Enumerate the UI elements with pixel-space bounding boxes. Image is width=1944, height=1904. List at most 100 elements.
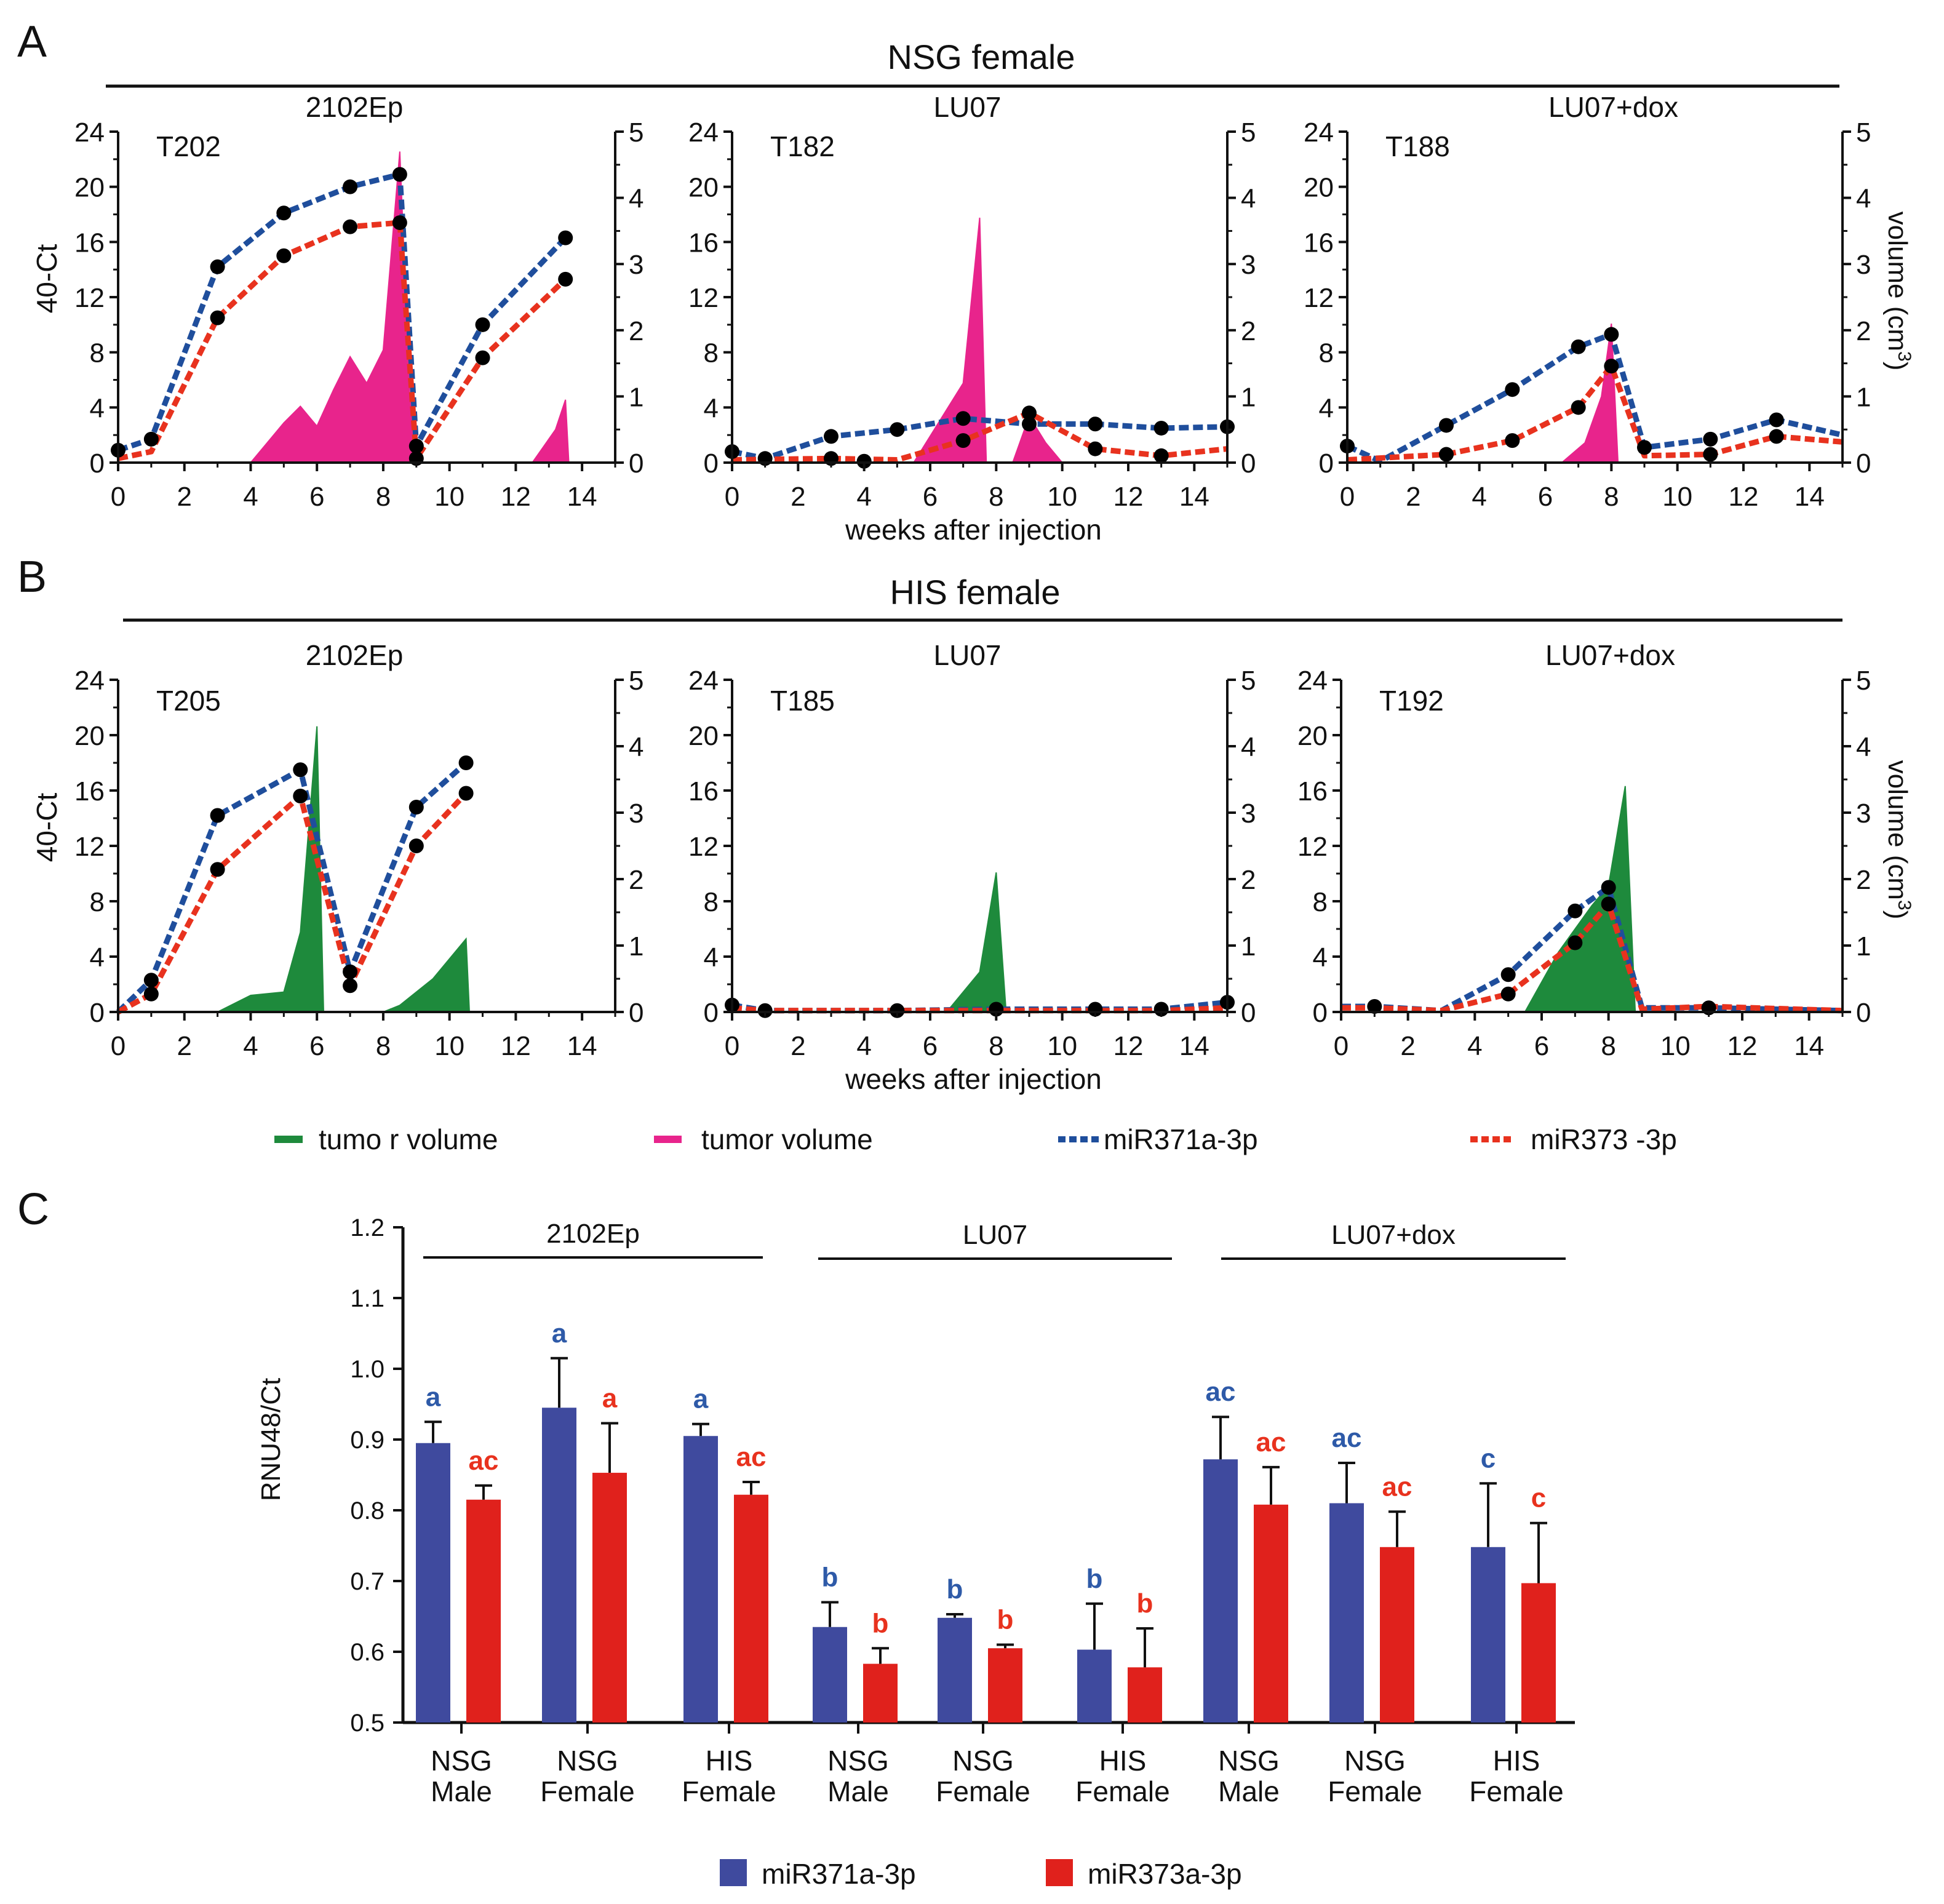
bar-mir373 — [988, 1648, 1022, 1723]
significance-letter: ac — [469, 1446, 499, 1476]
data-point-mir371 — [408, 439, 424, 454]
bar-mir373 — [1254, 1504, 1288, 1723]
data-point-mir373 — [1769, 429, 1784, 444]
x-tick-label: 6 — [1534, 1031, 1549, 1061]
data-point-mir371 — [1604, 327, 1619, 342]
right-tick-label: 5 — [1856, 118, 1871, 148]
c-y-tick-label: 1.1 — [350, 1285, 384, 1312]
c-category-label-line2: Female — [1075, 1775, 1169, 1807]
section-title-a: NSG female — [888, 38, 1075, 76]
c-y-tick-label: 0.7 — [350, 1568, 384, 1595]
data-point-mir373 — [1568, 935, 1583, 950]
right-tick-label: 5 — [1856, 666, 1871, 696]
panel-label-b: B — [17, 552, 47, 602]
x-tick-label: 6 — [309, 1031, 324, 1061]
left-tick-label: 0 — [1319, 448, 1334, 479]
bar-mir371 — [1203, 1459, 1238, 1723]
data-point-mir371 — [955, 411, 971, 426]
significance-letter: ac — [1332, 1423, 1362, 1453]
left-tick-label: 4 — [1313, 942, 1328, 973]
x-tick-label: 14 — [567, 482, 597, 512]
data-point-mir373 — [1088, 441, 1103, 456]
right-tick-label: 1 — [1856, 931, 1871, 962]
c-category-label-line1: NSG — [557, 1745, 618, 1777]
right-tick-label: 0 — [629, 998, 643, 1028]
chart-title: LU07 — [934, 91, 1002, 123]
x-tick-label: 4 — [1467, 1031, 1482, 1061]
x-tick-label: 0 — [1340, 482, 1355, 512]
data-point-mir371 — [293, 762, 308, 778]
right-tick-label: 3 — [629, 799, 643, 829]
c-group-label: 2102Ep — [546, 1219, 640, 1249]
data-point-mir371 — [1088, 416, 1103, 432]
right-axis-label: volume (cm3) — [1882, 760, 1914, 920]
c-category-label-line1: HIS — [1099, 1745, 1147, 1777]
significance-letter: ac — [1256, 1427, 1286, 1457]
c-category-label-line1: HIS — [1493, 1745, 1540, 1777]
tumor-volume-area — [1347, 323, 1842, 463]
left-tick-label: 16 — [1304, 228, 1334, 258]
left-tick-label: 16 — [688, 776, 719, 807]
x-tick-label: 6 — [923, 1031, 938, 1061]
sample-label: T188 — [1385, 130, 1450, 162]
significance-letter: b — [872, 1608, 889, 1638]
data-point-mir373 — [458, 786, 474, 801]
x-tick-label: 10 — [1047, 1031, 1077, 1061]
data-point-mir371 — [143, 973, 159, 988]
legend-c-red-swatch — [1046, 1859, 1073, 1886]
data-point-mir371 — [1637, 440, 1652, 455]
x-tick-label: 0 — [1334, 1031, 1348, 1061]
series-line-mir373 — [1341, 901, 1843, 1014]
sample-label: T192 — [1379, 685, 1444, 717]
x-tick-label: 8 — [376, 482, 391, 512]
left-tick-label: 12 — [688, 283, 719, 313]
left-tick-label: 12 — [74, 283, 105, 313]
right-tick-label: 1 — [1856, 382, 1871, 412]
left-tick-label: 24 — [688, 118, 719, 148]
c-category-label-line1: HIS — [706, 1745, 753, 1777]
right-tick-label: 2 — [629, 865, 643, 895]
data-point-mir373 — [408, 838, 424, 853]
legend-green-label: tumo r volume — [319, 1123, 498, 1155]
left-tick-label: 8 — [704, 338, 719, 368]
left-tick-label: 24 — [1304, 118, 1334, 148]
x-tick-label: 4 — [243, 1031, 258, 1061]
data-point-mir371 — [1601, 880, 1616, 895]
c-category-label-line1: NSG — [952, 1745, 1014, 1777]
left-tick-label: 8 — [90, 338, 105, 368]
x-tick-label: 0 — [725, 482, 739, 512]
left-tick-label: 12 — [1297, 832, 1328, 862]
data-point-mir373 — [293, 789, 308, 803]
bar-mir373 — [863, 1663, 898, 1723]
series-line-mir371 — [1346, 332, 1844, 464]
c-category-label-line2: Female — [682, 1775, 776, 1807]
c-category-label-line2: Male — [1218, 1775, 1280, 1807]
bar-mir371 — [542, 1408, 576, 1723]
x-tick-label: 12 — [1113, 1031, 1144, 1061]
data-point-mir371 — [1568, 903, 1583, 918]
right-tick-label: 1 — [629, 382, 643, 412]
right-tick-label: 3 — [1856, 799, 1871, 829]
significance-letter: ac — [736, 1442, 767, 1472]
x-tick-label: 6 — [309, 482, 324, 512]
x-tick-label: 0 — [111, 482, 125, 512]
tumor-volume-area — [118, 151, 570, 463]
bar-mir371 — [1471, 1547, 1505, 1723]
right-tick-label: 4 — [1856, 184, 1871, 214]
bar-mir373 — [1521, 1583, 1556, 1723]
sample-label: T202 — [156, 130, 221, 162]
left-tick-label: 12 — [74, 832, 105, 862]
x-axis-label: weeks after injection — [845, 514, 1102, 546]
x-tick-label: 4 — [243, 482, 258, 512]
left-tick-label: 12 — [688, 832, 719, 862]
left-tick-label: 8 — [1319, 338, 1334, 368]
x-tick-label: 8 — [989, 482, 1003, 512]
significance-letter: b — [822, 1563, 839, 1593]
left-tick-label: 12 — [1304, 283, 1334, 313]
left-tick-label: 8 — [1313, 887, 1328, 917]
data-point-mir373 — [475, 350, 490, 365]
c-y-tick-label: 1.2 — [350, 1214, 384, 1241]
x-tick-label: 14 — [1179, 482, 1209, 512]
x-tick-label: 4 — [856, 482, 871, 512]
